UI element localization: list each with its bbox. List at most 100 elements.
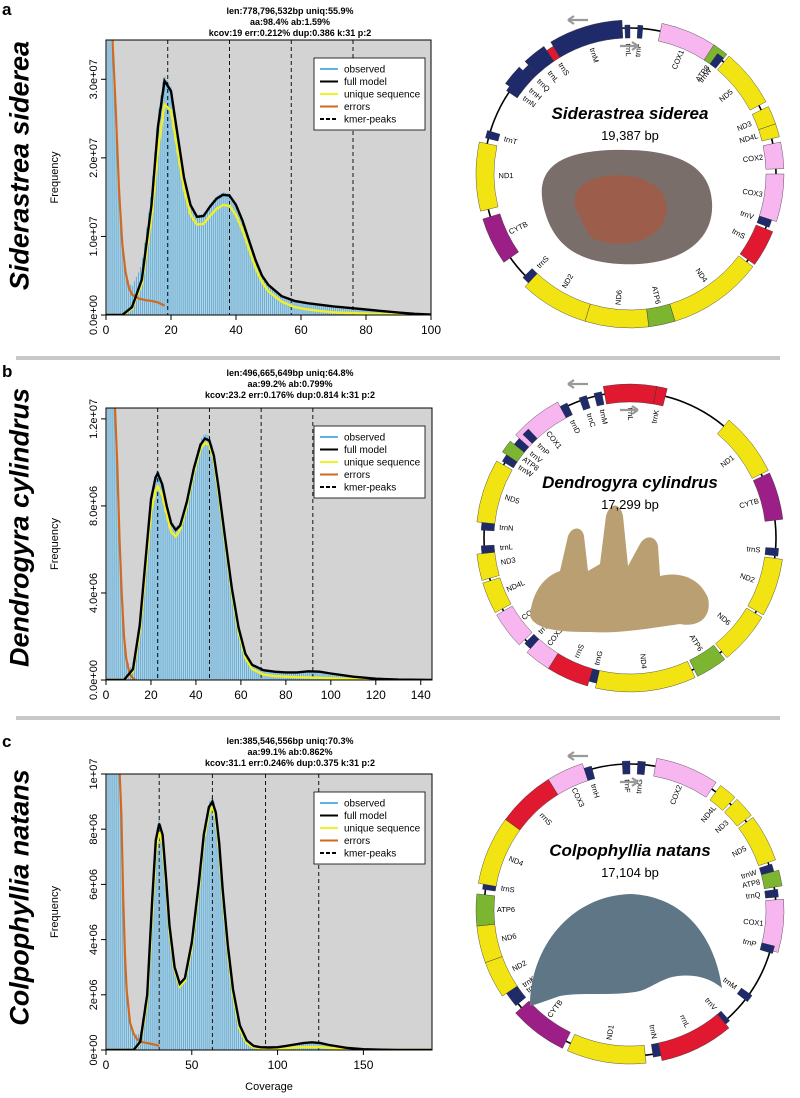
gene-label: trnL bbox=[500, 542, 514, 552]
strand-arrow-icon bbox=[567, 751, 588, 761]
gene-trnl bbox=[624, 24, 631, 39]
observed-bar bbox=[158, 472, 160, 680]
observed-bar bbox=[331, 673, 333, 680]
gene-trnd bbox=[559, 402, 573, 419]
gene-label: ND2 bbox=[511, 958, 528, 973]
gene-label: ND3 bbox=[500, 555, 516, 567]
observed-bar bbox=[117, 169, 119, 315]
observed-bar bbox=[178, 981, 180, 1050]
observed-bar bbox=[113, 408, 115, 680]
observed-bar bbox=[278, 293, 280, 315]
observed-bar bbox=[229, 193, 231, 315]
observed-bar bbox=[267, 284, 270, 315]
observed-bar bbox=[229, 964, 231, 1050]
observed-bar bbox=[172, 100, 174, 315]
observed-bar bbox=[301, 671, 303, 680]
observed-bar bbox=[241, 1030, 244, 1050]
observed-bar bbox=[140, 613, 142, 680]
observed-bar bbox=[172, 954, 174, 1050]
observed-bar bbox=[166, 80, 168, 315]
observed-bar bbox=[188, 197, 190, 315]
gene-label: trnS bbox=[535, 254, 551, 270]
observed-bar bbox=[307, 671, 309, 680]
x-tick-label: 80 bbox=[359, 323, 373, 337]
observed-bar bbox=[237, 1017, 239, 1050]
plot-frame bbox=[105, 39, 432, 316]
gene-label: trnM bbox=[598, 409, 610, 426]
observed-bar bbox=[117, 495, 119, 680]
gene-trnl bbox=[524, 46, 555, 75]
observed-bar bbox=[190, 204, 192, 315]
observed-bar bbox=[329, 673, 331, 680]
observed-bar bbox=[150, 920, 152, 1050]
gene-label: ND2 bbox=[560, 272, 575, 290]
gene-label: ATP6 bbox=[688, 633, 705, 653]
gene-trng bbox=[636, 760, 646, 775]
panel-divider bbox=[16, 716, 780, 720]
gene-label: trnN bbox=[499, 523, 514, 533]
legend-label: errors bbox=[344, 470, 370, 481]
observed-bar bbox=[288, 298, 290, 315]
observed-bar bbox=[131, 667, 134, 680]
y-tick-label: 1.2e+07 bbox=[88, 399, 100, 439]
observed-bar bbox=[131, 1030, 134, 1050]
observed-bar bbox=[223, 527, 225, 680]
gene-label: trnK bbox=[649, 409, 661, 424]
observed-bar bbox=[113, 75, 115, 315]
observed-bar bbox=[243, 223, 245, 315]
observed-bar bbox=[160, 477, 162, 680]
gene-cytb bbox=[515, 1000, 571, 1049]
observed-bar bbox=[138, 631, 140, 680]
gene-label: ND4 bbox=[638, 653, 649, 669]
gene-label: CYTB bbox=[738, 496, 760, 510]
x-tick-label: 40 bbox=[229, 323, 243, 337]
observed-bar bbox=[156, 128, 158, 315]
observed-bar bbox=[359, 308, 361, 315]
observed-bar bbox=[197, 450, 199, 680]
gene-trnf bbox=[636, 24, 644, 39]
plot-frame bbox=[105, 407, 433, 681]
observed-bar bbox=[121, 856, 123, 1050]
genome-size: 17,104 bp bbox=[601, 865, 659, 880]
observed-bar bbox=[237, 625, 239, 680]
observed-bar bbox=[129, 284, 131, 315]
observed-bar bbox=[162, 82, 164, 315]
gene-label: ND6 bbox=[614, 290, 624, 306]
observed-bar bbox=[246, 1039, 248, 1050]
observed-bar bbox=[174, 967, 176, 1050]
observed-bar bbox=[339, 306, 341, 315]
gene-rrnl bbox=[658, 1013, 730, 1061]
observed-bar bbox=[332, 306, 335, 315]
gene-label: trnM bbox=[721, 975, 738, 991]
panel-label: a bbox=[2, 0, 12, 19]
observed-bar bbox=[258, 667, 260, 680]
legend-label: unique sequence bbox=[344, 458, 421, 469]
full-model-line bbox=[106, 798, 432, 1050]
observed-bar bbox=[121, 603, 123, 680]
gene-label: ND6 bbox=[715, 611, 732, 628]
observed-bar bbox=[321, 671, 323, 680]
gene-label: trnF bbox=[623, 779, 632, 793]
observed-bar bbox=[231, 196, 233, 315]
y-tick-label: 3.0e+07 bbox=[88, 59, 100, 99]
gene-label: trnV bbox=[739, 208, 755, 221]
gene-trnh bbox=[524, 633, 540, 650]
observed-bar bbox=[154, 152, 156, 315]
gene-label: COX2 bbox=[668, 784, 684, 806]
observed-bar bbox=[211, 202, 213, 315]
observed-bar bbox=[136, 645, 138, 680]
gene-label: trnL bbox=[626, 408, 635, 421]
stats-line-3: kcov:19 err:0.212% dup:0.386 k:31 p:2 bbox=[208, 28, 372, 38]
gene-nd1 bbox=[567, 1033, 647, 1065]
observed-bar bbox=[327, 672, 329, 680]
legend-label: full model bbox=[344, 811, 387, 822]
legend-label: unique sequence bbox=[344, 90, 421, 101]
observed-bar bbox=[223, 903, 225, 1050]
gene-label: ND4L bbox=[738, 131, 759, 145]
gene-atp6 bbox=[475, 893, 495, 927]
observed-bar bbox=[195, 906, 197, 1050]
observed-bar bbox=[170, 937, 172, 1050]
observed-bar bbox=[176, 127, 178, 315]
x-tick-label: 150 bbox=[353, 1058, 373, 1072]
mitogenome-map: trnL trnK ND1 CYTB trnS ND2 ND6 ATP6 ND4 trnG rrnS… bbox=[476, 379, 784, 693]
